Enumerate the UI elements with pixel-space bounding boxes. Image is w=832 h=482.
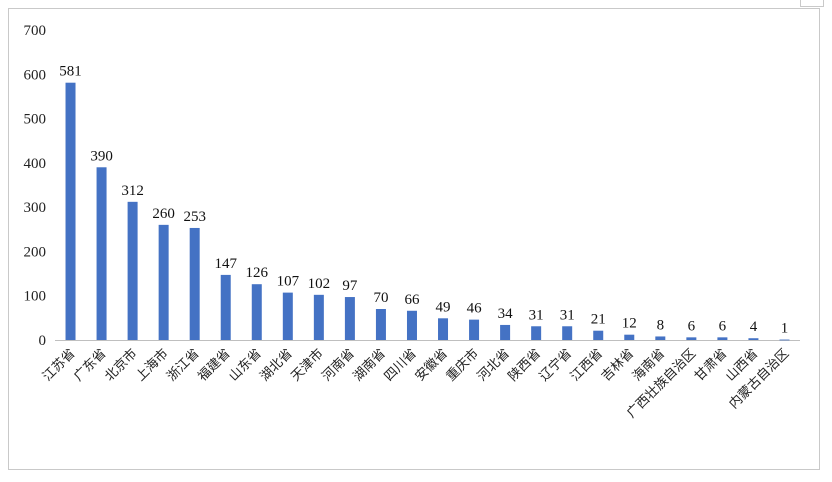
bar bbox=[313, 294, 324, 340]
bar bbox=[344, 297, 355, 340]
data-label: 253 bbox=[183, 209, 206, 225]
category-label: 江西省 bbox=[568, 346, 606, 384]
data-label: 1 bbox=[781, 321, 789, 337]
bar bbox=[406, 310, 417, 340]
category-label: 河南省 bbox=[319, 346, 358, 385]
bar bbox=[158, 224, 169, 340]
y-tick-label: 0 bbox=[39, 333, 47, 349]
bar bbox=[593, 330, 604, 340]
bar bbox=[189, 227, 200, 340]
data-label: 126 bbox=[246, 265, 269, 281]
y-tick-label: 100 bbox=[24, 289, 47, 305]
data-label: 70 bbox=[373, 290, 388, 306]
bar bbox=[469, 319, 480, 340]
data-label: 66 bbox=[404, 292, 420, 308]
bars bbox=[65, 82, 790, 341]
category-label: 浙江省 bbox=[164, 346, 202, 384]
bar bbox=[655, 336, 666, 340]
category-label: 上海市 bbox=[133, 346, 172, 385]
bar bbox=[220, 274, 231, 340]
data-label: 102 bbox=[308, 276, 331, 292]
data-label: 260 bbox=[152, 206, 175, 222]
category-label: 湖南省 bbox=[350, 346, 389, 385]
data-label: 8 bbox=[657, 317, 665, 333]
bar bbox=[779, 339, 790, 341]
y-tick-label: 200 bbox=[24, 244, 47, 260]
data-label: 31 bbox=[560, 307, 575, 323]
y-tick-label: 400 bbox=[24, 156, 47, 172]
category-label: 辽宁省 bbox=[536, 346, 575, 385]
y-tick-label: 300 bbox=[24, 200, 47, 216]
data-label: 46 bbox=[467, 301, 483, 317]
data-label: 581 bbox=[59, 64, 82, 80]
category-label: 河北省 bbox=[475, 346, 513, 384]
bar bbox=[500, 324, 511, 340]
bar bbox=[686, 337, 697, 340]
data-label: 6 bbox=[688, 318, 696, 334]
data-label: 312 bbox=[121, 183, 144, 199]
data-label: 31 bbox=[529, 307, 544, 323]
data-label: 12 bbox=[622, 316, 637, 332]
category-label: 陕西省 bbox=[506, 346, 544, 384]
bar bbox=[717, 337, 728, 340]
data-label: 4 bbox=[750, 319, 758, 335]
y-tick-label: 600 bbox=[24, 67, 47, 83]
category-label: 重庆市 bbox=[443, 346, 482, 385]
bar bbox=[127, 201, 138, 340]
data-label: 390 bbox=[90, 148, 113, 164]
bar bbox=[65, 82, 76, 340]
bar bbox=[96, 167, 107, 340]
bar bbox=[375, 309, 386, 340]
bar bbox=[251, 284, 262, 340]
category-label: 湖北省 bbox=[257, 346, 295, 384]
category-label: 山东省 bbox=[226, 346, 264, 384]
data-label: 107 bbox=[277, 274, 300, 290]
data-label: 49 bbox=[436, 299, 451, 315]
data-label: 6 bbox=[719, 318, 727, 334]
category-label: 四川省 bbox=[382, 346, 420, 384]
category-label: 天津市 bbox=[288, 346, 327, 385]
data-label: 147 bbox=[214, 256, 237, 272]
chart-frame bbox=[8, 8, 820, 470]
y-tick-label: 500 bbox=[24, 112, 47, 128]
bar bbox=[282, 292, 293, 340]
category-label: 江苏省 bbox=[39, 346, 78, 385]
bar bbox=[748, 338, 759, 340]
category-label: 广东省 bbox=[71, 346, 109, 384]
bar bbox=[624, 334, 635, 340]
data-label: 21 bbox=[591, 312, 606, 328]
corner-handle bbox=[800, 0, 824, 7]
data-label: 97 bbox=[342, 278, 358, 294]
data-label: 34 bbox=[498, 306, 514, 322]
y-tick-label: 700 bbox=[24, 23, 47, 39]
category-label: 福建省 bbox=[195, 346, 233, 384]
bar bbox=[438, 318, 449, 340]
bar bbox=[562, 326, 573, 340]
category-label: 吉林省 bbox=[599, 346, 637, 384]
category-labels: 江苏省广东省北京市上海市浙江省福建省山东省湖北省天津市河南省湖南省四川省安徽省重… bbox=[39, 346, 792, 422]
category-label: 甘肃省 bbox=[692, 346, 730, 384]
category-label: 安徽省 bbox=[413, 346, 451, 384]
bar bbox=[531, 326, 542, 340]
y-axis-ticks: 0 100 200 300 400 500 600 700 bbox=[24, 23, 47, 349]
category-label: 北京市 bbox=[102, 346, 141, 385]
